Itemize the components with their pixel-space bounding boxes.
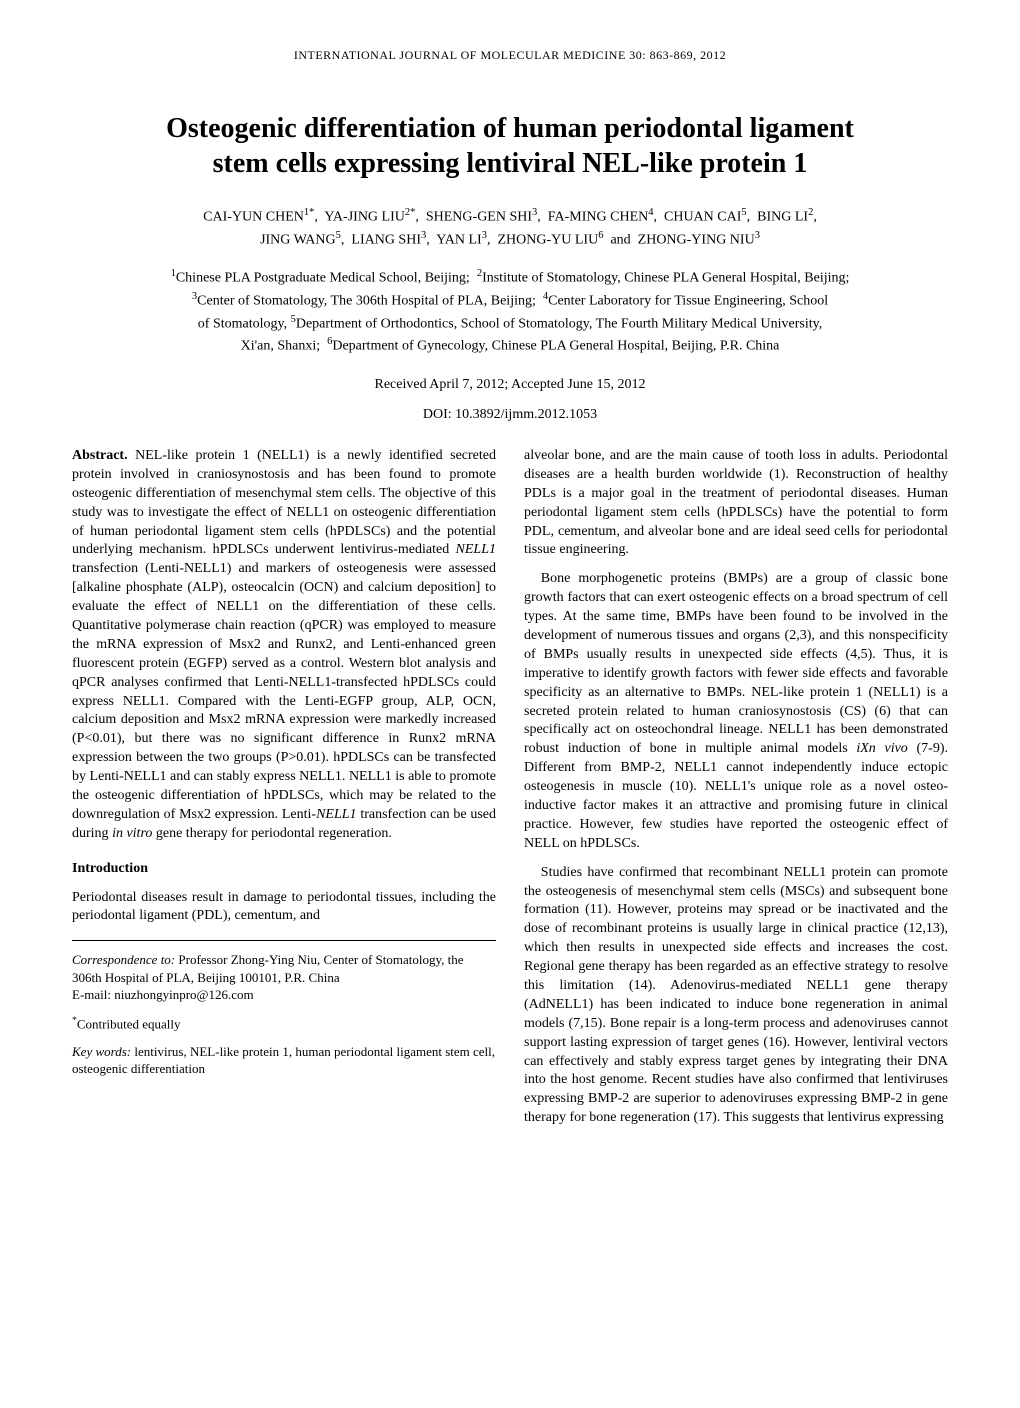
title-line-1: Osteogenic differentiation of human peri…: [166, 113, 854, 144]
abstract-paragraph: Abstract. NEL-like protein 1 (NELL1) is …: [72, 447, 496, 844]
journal-header: INTERNATIONAL JOURNAL OF MOLECULAR MEDIC…: [72, 48, 948, 63]
footnote-divider: [72, 940, 496, 941]
contributed-equally: *Contributed equally: [72, 1014, 496, 1033]
correspondence-label: Correspondence to:: [72, 952, 175, 967]
abstract-label: Abstract.: [72, 448, 128, 463]
article-title: Osteogenic differentiation of human peri…: [72, 111, 948, 181]
authors-list: CAI-YUN CHEN1*, YA-JING LIU2*, SHENG-GEN…: [72, 205, 948, 250]
keywords-label: Key words:: [72, 1044, 131, 1059]
doi: DOI: 10.3892/ijmm.2012.1053: [72, 407, 948, 423]
intro-paragraph-1: Periodontal diseases result in damage to…: [72, 889, 496, 927]
correspondence-email: E-mail: niuzhongyinpro@126.com: [72, 987, 254, 1002]
right-paragraph-1: alveolar bone, and are the main cause of…: [524, 447, 948, 560]
abstract-text: NEL-like protein 1 (NELL1) is a newly id…: [72, 448, 496, 841]
right-paragraph-3: Studies have confirmed that recombinant …: [524, 864, 948, 1128]
right-column: alveolar bone, and are the main cause of…: [524, 447, 948, 1138]
received-accepted: Received April 7, 2012; Accepted June 15…: [72, 377, 948, 393]
affiliations: 1Chinese PLA Postgraduate Medical School…: [72, 266, 948, 357]
keywords-text: lentivirus, NEL-like protein 1, human pe…: [72, 1044, 495, 1077]
left-column: Abstract. NEL-like protein 1 (NELL1) is …: [72, 447, 496, 1138]
keywords-block: Key words: lentivirus, NEL-like protein …: [72, 1043, 496, 1078]
right-paragraph-2: Bone morphogenetic proteins (BMPs) are a…: [524, 570, 948, 853]
title-line-2: stem cells expressing lentiviral NEL-lik…: [213, 148, 808, 179]
two-column-body: Abstract. NEL-like protein 1 (NELL1) is …: [72, 447, 948, 1138]
correspondence-block: Correspondence to: Professor Zhong-Ying …: [72, 951, 496, 1004]
introduction-heading: Introduction: [72, 860, 496, 879]
